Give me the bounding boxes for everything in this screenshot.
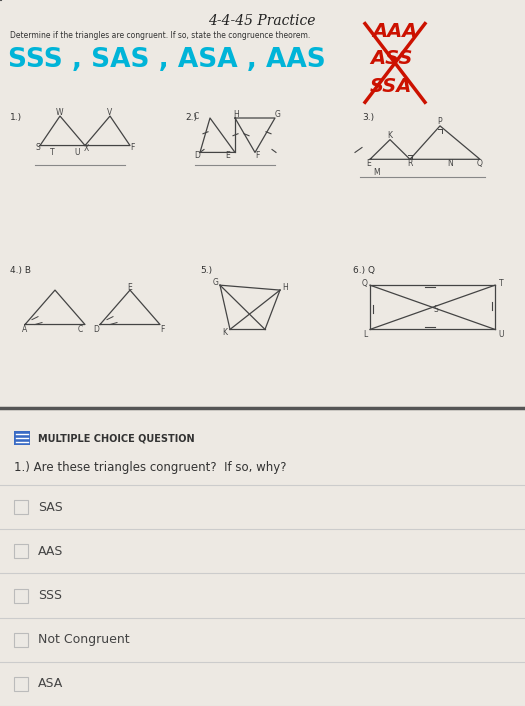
Text: 1.) Are these triangles congruent?  If so, why?: 1.) Are these triangles congruent? If so… bbox=[14, 461, 287, 474]
Text: SSS: SSS bbox=[38, 589, 62, 602]
Text: V: V bbox=[108, 107, 113, 116]
FancyBboxPatch shape bbox=[14, 633, 28, 647]
Text: U: U bbox=[498, 330, 504, 339]
Text: G: G bbox=[213, 277, 219, 287]
Text: D: D bbox=[93, 325, 99, 334]
Text: ASA: ASA bbox=[38, 677, 63, 690]
Text: 6.) Q: 6.) Q bbox=[353, 265, 375, 275]
Text: S: S bbox=[434, 305, 438, 314]
Text: L: L bbox=[363, 330, 367, 339]
Text: Determine if the triangles are congruent. If so, state the congruence theorem.: Determine if the triangles are congruent… bbox=[10, 32, 310, 40]
Text: 1.): 1.) bbox=[10, 113, 22, 122]
Text: T: T bbox=[50, 148, 54, 157]
Text: Not Congruent: Not Congruent bbox=[38, 633, 130, 646]
Text: T: T bbox=[499, 279, 503, 288]
Text: W: W bbox=[56, 107, 64, 116]
Text: 2.): 2.) bbox=[185, 113, 197, 122]
Text: S: S bbox=[36, 143, 40, 152]
Text: SSS , SAS , ASA , AAS: SSS , SAS , ASA , AAS bbox=[8, 47, 326, 73]
FancyBboxPatch shape bbox=[14, 589, 28, 602]
FancyBboxPatch shape bbox=[14, 431, 30, 445]
Text: C: C bbox=[77, 325, 82, 334]
Text: P: P bbox=[438, 117, 442, 126]
Text: K: K bbox=[223, 328, 227, 337]
Text: 4.) B: 4.) B bbox=[10, 265, 31, 275]
Text: AAS: AAS bbox=[38, 545, 64, 558]
Text: 5.): 5.) bbox=[200, 265, 212, 275]
FancyBboxPatch shape bbox=[14, 677, 28, 691]
Text: MULTIPLE CHOICE QUESTION: MULTIPLE CHOICE QUESTION bbox=[38, 433, 195, 443]
Text: SSA: SSA bbox=[370, 77, 412, 96]
Text: F: F bbox=[160, 325, 164, 334]
Text: F: F bbox=[130, 143, 134, 152]
Text: H: H bbox=[282, 282, 288, 292]
Text: E: E bbox=[366, 159, 371, 168]
Text: E: E bbox=[128, 282, 132, 292]
Text: K: K bbox=[387, 131, 393, 140]
Text: H: H bbox=[233, 109, 239, 119]
Text: AAA: AAA bbox=[372, 22, 417, 41]
FancyBboxPatch shape bbox=[14, 544, 28, 558]
Text: Q: Q bbox=[362, 279, 368, 288]
Text: ASS: ASS bbox=[370, 49, 412, 68]
Text: X: X bbox=[83, 144, 89, 153]
Text: A: A bbox=[23, 325, 28, 334]
Text: M: M bbox=[374, 167, 380, 176]
Text: N: N bbox=[447, 159, 453, 168]
Text: U: U bbox=[74, 148, 80, 157]
Text: C: C bbox=[193, 112, 198, 121]
Text: G: G bbox=[275, 109, 281, 119]
Text: Q: Q bbox=[477, 159, 483, 168]
Text: SAS: SAS bbox=[38, 501, 63, 513]
FancyBboxPatch shape bbox=[14, 500, 28, 514]
Text: 3.): 3.) bbox=[362, 113, 374, 122]
Text: F: F bbox=[255, 151, 259, 160]
Text: R: R bbox=[407, 159, 413, 168]
Text: 4-4-45 Practice: 4-4-45 Practice bbox=[208, 14, 316, 28]
Text: E: E bbox=[226, 151, 230, 160]
Text: D: D bbox=[194, 151, 200, 160]
